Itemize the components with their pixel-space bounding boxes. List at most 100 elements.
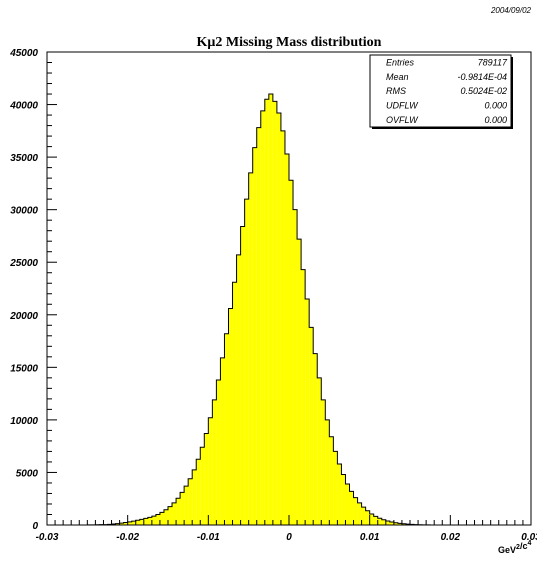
stats-box: Entries 789117 Mean -0.9814E-04 RMS 0.5024E-0…: [369, 54, 513, 129]
histogram-bar: [365, 510, 370, 525]
y-tick-label: 10000: [10, 416, 38, 427]
histogram-bar: [276, 112, 281, 526]
x-axis: -0.03 -0.02 -0.01 0 0.01 0.02 0.03: [36, 515, 537, 543]
histogram-bar: [325, 419, 330, 525]
stats-label: OVFLW: [386, 115, 419, 125]
histogram-bar: [224, 333, 229, 525]
histogram-bar: [180, 492, 185, 525]
x-tick-label: 0.02: [441, 532, 461, 543]
histogram-bar: [252, 147, 257, 525]
histogram-bar: [163, 509, 168, 525]
histogram-bar: [317, 377, 322, 525]
histogram-bar: [256, 127, 261, 526]
stats-label: Mean: [386, 72, 409, 82]
histogram-bar: [297, 239, 302, 525]
date-stamp: 2004/09/02: [490, 6, 532, 15]
histogram-bar: [341, 474, 346, 525]
histogram-bar: [248, 172, 253, 525]
histogram-bar: [236, 254, 241, 526]
stats-label: Entries: [386, 57, 415, 67]
histogram-bar: [397, 523, 402, 525]
y-axis: 0 5000 10000 15000 20000 25000 30000 35000 40000…: [9, 48, 57, 532]
y-tick-label: 15000: [10, 363, 38, 374]
histogram-bar: [172, 502, 177, 525]
histogram-bar: [232, 282, 237, 525]
histogram-bar: [155, 514, 160, 525]
stats-value: 0.000: [484, 101, 507, 111]
y-tick-label: 25000: [9, 258, 38, 269]
histogram-bar: [135, 520, 140, 525]
histogram-bar: [289, 180, 294, 526]
x-axis-label: GeV2/c4: [498, 540, 531, 555]
y-tick-label: 45000: [9, 48, 38, 59]
y-tick-label: 35000: [10, 153, 38, 164]
stats-label: RMS: [386, 86, 406, 96]
histogram-bar: [357, 502, 362, 525]
histogram-bar: [329, 436, 334, 525]
histogram-bar: [212, 399, 217, 525]
histogram-bar: [337, 464, 342, 525]
histogram-bar: [260, 110, 265, 526]
histogram-bar: [401, 523, 406, 525]
y-tick-label: 0: [32, 521, 38, 532]
y-tick-label: 30000: [10, 206, 38, 217]
x-tick-label: 0.03: [521, 532, 537, 543]
stats-value: 789117: [478, 57, 508, 67]
histogram-bar: [123, 522, 128, 525]
x-tick-label: -0.01: [197, 532, 220, 543]
histogram-bar: [389, 521, 394, 525]
histogram-bar: [321, 399, 326, 525]
x-tick-label: -0.03: [36, 532, 59, 543]
histogram-bar: [196, 459, 201, 525]
histogram-bar: [151, 516, 156, 525]
histogram-outline: [86, 93, 459, 526]
stats-value: 0.5024E-02: [460, 86, 507, 96]
histogram-bar: [240, 226, 245, 526]
histogram-bar: [284, 153, 289, 525]
histogram-bar: [333, 451, 338, 525]
histogram-bar: [228, 308, 233, 525]
x-tick-label: 0: [286, 532, 292, 543]
histogram-bar: [143, 518, 148, 525]
histogram-bar: [385, 521, 390, 525]
histogram-bar: [381, 519, 386, 525]
histogram-bar: [272, 101, 277, 526]
histogram-bar: [377, 518, 382, 525]
histogram-bar: [353, 497, 358, 525]
histogram-bar: [280, 130, 285, 525]
y-tick-label: 20000: [9, 311, 38, 322]
histogram-bar: [184, 486, 189, 525]
histogram-bar: [349, 491, 354, 525]
histogram-bar: [208, 417, 213, 525]
histogram-bar: [131, 521, 136, 525]
chart-title: Kμ2 Missing Mass distribution: [197, 35, 382, 50]
histogram-bar: [369, 513, 374, 525]
x-tick-label: -0.02: [116, 532, 139, 543]
histogram-bar: [393, 522, 398, 525]
y-tick-label: 40000: [9, 101, 38, 112]
histogram-bar: [147, 517, 152, 525]
histogram-bar: [244, 199, 249, 525]
histogram-bar: [176, 498, 181, 525]
histogram-bar: [188, 478, 193, 525]
histogram-bar: [127, 521, 132, 525]
histogram-bar: [159, 512, 164, 525]
histogram-bar: [373, 516, 378, 525]
histogram-bar: [264, 99, 269, 526]
histogram-bar: [200, 447, 205, 525]
histogram-bar: [293, 209, 298, 526]
histogram-bar: [204, 433, 209, 525]
stats-value: -0.9814E-04: [457, 72, 507, 82]
histogram-bars: [86, 93, 459, 526]
histogram-bar: [268, 94, 273, 525]
histogram-bar: [313, 353, 318, 525]
stats-label: UDFLW: [386, 101, 419, 111]
stats-box-frame: [369, 54, 512, 128]
histogram-bar: [361, 507, 366, 525]
histogram-bar: [115, 523, 120, 525]
histogram-bar: [168, 506, 173, 525]
histogram-bar: [139, 519, 144, 525]
histogram-bar: [192, 469, 197, 525]
